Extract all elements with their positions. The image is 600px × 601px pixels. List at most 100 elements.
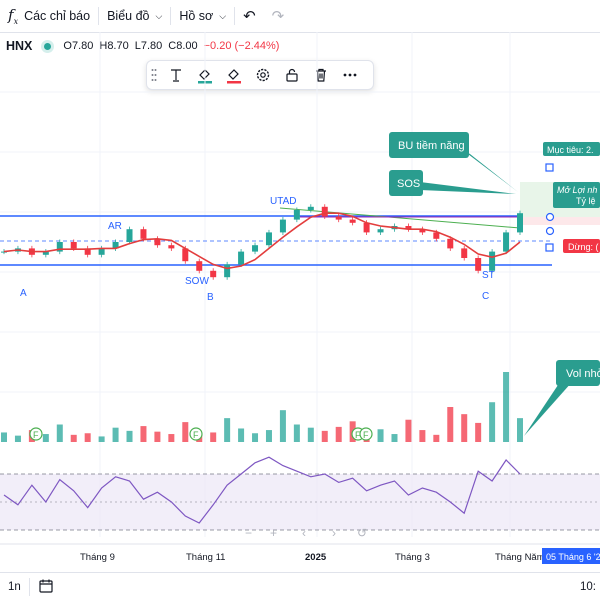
volume-bar — [140, 426, 147, 442]
candle-body — [447, 238, 454, 249]
open-profit-text: Mở Lợi nh — [557, 185, 597, 195]
candle-body — [1, 251, 7, 253]
volume-bar — [14, 435, 21, 442]
volume-bar — [391, 434, 398, 442]
scroll-left-icon[interactable]: ‹ — [302, 526, 306, 540]
volume-marker[interactable] — [29, 427, 43, 441]
candle-body — [321, 206, 328, 217]
candle-body — [293, 210, 300, 220]
chart-menu-button[interactable]: Biểu đồ ⌵ — [99, 0, 170, 32]
candle-body — [224, 264, 231, 278]
delete-icon[interactable] — [306, 61, 335, 89]
bu-callout-text: BU tiềm năng — [398, 140, 465, 152]
label-a: A — [20, 288, 27, 299]
undo-icon: ↶ — [243, 8, 256, 25]
sos-callout-pointer — [420, 182, 516, 194]
zoom-controls[interactable]: − + ‹ › ↺ — [245, 526, 367, 540]
volume-bar — [210, 432, 217, 442]
volume-bar — [126, 430, 133, 442]
profile-menu-label: Hồ sơ — [179, 9, 214, 23]
stop-label — [563, 239, 600, 253]
reset-icon[interactable]: ↺ — [357, 526, 367, 540]
chevron-down-icon: ⌵ — [155, 10, 163, 21]
vol-callout-text: Vol nhỏ — [566, 368, 600, 380]
volume-bar — [279, 410, 286, 442]
candle-body — [475, 258, 482, 271]
label-c: C — [482, 291, 489, 302]
text-icon[interactable] — [161, 61, 190, 89]
volume-marker[interactable] — [189, 427, 203, 441]
price-chart[interactable]: UTAD AR SOW ST A B C BU tiềm năng SOS Vo… — [0, 32, 600, 570]
profile-menu-button[interactable]: Hồ sơ ⌵ — [171, 0, 234, 32]
xaxis-label-may: Tháng Năm — [495, 552, 545, 563]
indicators-button[interactable]: fx Các chỉ báo — [0, 0, 98, 32]
indicators-label: Các chỉ báo — [24, 9, 91, 23]
candle-body — [335, 216, 342, 220]
candle-body — [112, 242, 119, 249]
volume-bar — [377, 429, 384, 442]
volume-bar — [252, 433, 259, 442]
volume-bar — [503, 372, 510, 442]
sos-callout[interactable] — [389, 170, 423, 196]
volume-bar — [335, 426, 342, 442]
calendar-icon[interactable] — [30, 578, 62, 597]
zoom-out-icon[interactable]: − — [245, 526, 252, 540]
line-color-icon[interactable] — [219, 61, 248, 89]
candle-body — [238, 251, 245, 265]
symbol-name: HNX — [6, 39, 33, 53]
volume-bar — [419, 430, 426, 442]
candle-body — [279, 219, 286, 233]
candle-body — [377, 229, 384, 233]
label-b: B — [207, 292, 214, 303]
bu-callout-pointer — [460, 148, 518, 192]
label-ar: AR — [108, 221, 122, 232]
volume-marker-label: F — [193, 430, 199, 440]
market-status-dot — [44, 42, 52, 50]
candle-body — [42, 251, 49, 255]
candle-body — [363, 222, 370, 233]
volume-bar — [489, 402, 496, 442]
scroll-right-icon[interactable]: › — [332, 526, 336, 540]
vol-callout[interactable] — [556, 360, 600, 386]
interval-button[interactable]: 1n — [8, 581, 21, 593]
volume-bar — [447, 407, 454, 442]
target-label — [543, 142, 600, 156]
candle-body — [210, 270, 217, 278]
volume-bar — [56, 424, 63, 442]
position-handles[interactable] — [545, 163, 555, 252]
settings-icon[interactable] — [248, 61, 277, 89]
candle-body — [252, 245, 259, 252]
top-toolbar: fx Các chỉ báo Biểu đồ ⌵ Hồ sơ ⌵ ↶ ↷ — [0, 0, 600, 33]
label-sow: SOW — [185, 276, 209, 287]
volume-bar — [168, 434, 175, 442]
xaxis-label-nov: Tháng 11 — [186, 552, 225, 563]
ratio-text: Tỷ lệ — [576, 196, 596, 206]
volume-marker[interactable] — [359, 427, 373, 441]
candle-body — [154, 238, 161, 246]
xaxis-label-2025: 2025 — [305, 552, 327, 563]
zoom-in-icon[interactable]: + — [270, 526, 277, 540]
ut-trendline[interactable] — [279, 207, 521, 229]
candle-body — [503, 232, 510, 252]
redo-button[interactable]: ↷ — [264, 0, 293, 32]
low-value: L7.80 — [134, 40, 163, 52]
volume-bar — [42, 434, 49, 442]
vol-callout-pointer — [524, 382, 572, 436]
candle-body — [405, 226, 412, 230]
stop-zone[interactable] — [520, 217, 600, 225]
stop-label-text: Dừng: ( — [568, 242, 599, 252]
redo-icon: ↷ — [271, 8, 285, 25]
grip-icon[interactable] — [147, 61, 161, 89]
volume-bar — [112, 427, 119, 442]
bu-callout[interactable] — [389, 132, 469, 158]
candle-body — [461, 248, 468, 258]
lock-icon[interactable] — [277, 61, 306, 89]
rsi-line — [3, 456, 521, 524]
candle-body — [307, 206, 314, 210]
volume-bar — [224, 418, 231, 442]
volume-bar — [517, 418, 523, 442]
undo-button[interactable]: ↶ — [235, 0, 264, 32]
volume-bar — [98, 436, 105, 442]
more-icon[interactable] — [335, 61, 364, 89]
